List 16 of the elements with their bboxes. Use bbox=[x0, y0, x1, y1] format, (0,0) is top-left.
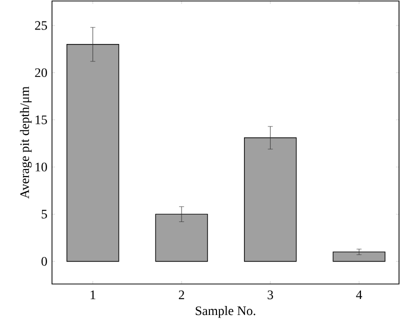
y-tick-label: 10 bbox=[36, 162, 47, 172]
bar bbox=[66, 44, 120, 262]
y-tick-label: 25 bbox=[35, 21, 47, 30]
x-tick-label: 3 bbox=[268, 290, 274, 300]
bar bbox=[332, 252, 386, 262]
y-tick-label: 0 bbox=[42, 256, 47, 266]
y-tick-label: 15 bbox=[36, 116, 47, 124]
x-tick-label: 1 bbox=[90, 290, 96, 300]
y-tick-label: 20 bbox=[35, 68, 47, 78]
y-tick-label: 5 bbox=[42, 210, 47, 218]
bar bbox=[155, 214, 208, 262]
x-tick-label: 4 bbox=[356, 290, 362, 300]
x-axis-title: Sample No. bbox=[196, 306, 256, 318]
bar bbox=[244, 137, 297, 262]
x-tick-label: 2 bbox=[178, 290, 184, 300]
y-axis-title: Average pit depth/μm bbox=[20, 86, 32, 199]
